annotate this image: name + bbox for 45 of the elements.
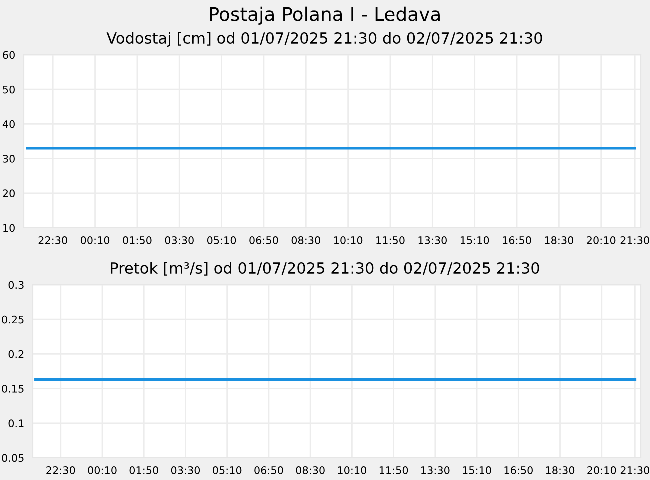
x-tick-label: 21:30 (620, 466, 650, 474)
x-tick-label: 15:10 (463, 466, 492, 474)
x-tick-label: 13:30 (418, 236, 447, 244)
x-tick-label: 03:30 (171, 466, 200, 474)
x-tick-label: 10:10 (334, 236, 363, 244)
x-tick-label: 08:30 (292, 236, 320, 244)
x-tick-label: 16:50 (503, 236, 532, 244)
y-tick-label: 10 (4, 224, 15, 232)
y-tick-label: 60 (3, 51, 15, 60)
x-tick-label: 10:10 (338, 466, 367, 474)
x-tick-label: 08:30 (296, 466, 325, 474)
x-tick-label: 11:50 (376, 236, 405, 244)
y-tick-label: 0.1 (8, 420, 24, 428)
x-tick-label: 06:50 (254, 466, 284, 474)
y-tick-label: 0.3 (8, 281, 24, 290)
x-tick-label: 15:10 (460, 236, 490, 244)
x-tick-label: 05:10 (213, 466, 242, 474)
y-tick-label: 0.2 (8, 350, 24, 358)
chart-subtitle: Vodostaj [cm] od 01/07/2025 21:30 do 02/07/2025 21:30 (106, 32, 542, 47)
y-tick-label: 50 (3, 86, 15, 94)
x-tick-label: 00:10 (80, 236, 110, 244)
x-tick-label: 16:50 (504, 466, 533, 474)
x-tick-label: 20:10 (587, 236, 616, 244)
y-tick-label: 0.25 (2, 316, 24, 324)
y-tick-label: 40 (2, 120, 15, 128)
x-tick-label: 05:10 (207, 236, 236, 244)
x-tick-label: 11:50 (380, 466, 408, 474)
x-tick-label: 01:50 (123, 236, 152, 244)
x-tick-label: 06:50 (250, 236, 278, 244)
x-tick-label: 20:10 (588, 466, 616, 474)
x-tick-label: 13:30 (422, 466, 450, 474)
x-tick-label: 01:50 (130, 466, 158, 474)
chart-title: Pretok [m³/s] od 01/07/2025 21:30 do 02/07/2025 21:30 (111, 262, 540, 276)
y-tick-label: 0.15 (2, 385, 24, 393)
x-tick-label: 22:30 (46, 466, 76, 474)
x-tick-label: 00:10 (88, 466, 117, 474)
y-tick-label: 20 (3, 190, 15, 198)
x-tick-label: 18:30 (546, 466, 575, 474)
x-tick-label: 22:30 (38, 236, 68, 244)
y-tick-label: 30 (3, 155, 15, 163)
x-tick-label: 03:30 (165, 236, 194, 244)
x-tick-label: 21:30 (620, 236, 650, 244)
x-tick-label: 18:30 (545, 236, 574, 244)
y-tick-label: 0.05 (2, 454, 24, 462)
chart-title: Postaja Polana I - Ledava (210, 6, 440, 25)
